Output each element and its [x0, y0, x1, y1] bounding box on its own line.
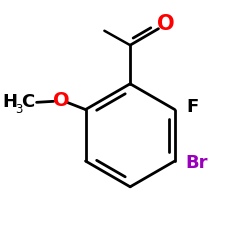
- Text: O: O: [52, 91, 69, 110]
- Text: C: C: [21, 93, 34, 111]
- Text: H: H: [2, 93, 17, 111]
- Text: 3: 3: [15, 103, 22, 116]
- Text: Br: Br: [185, 154, 208, 172]
- Text: O: O: [158, 14, 175, 34]
- Text: F: F: [186, 98, 198, 116]
